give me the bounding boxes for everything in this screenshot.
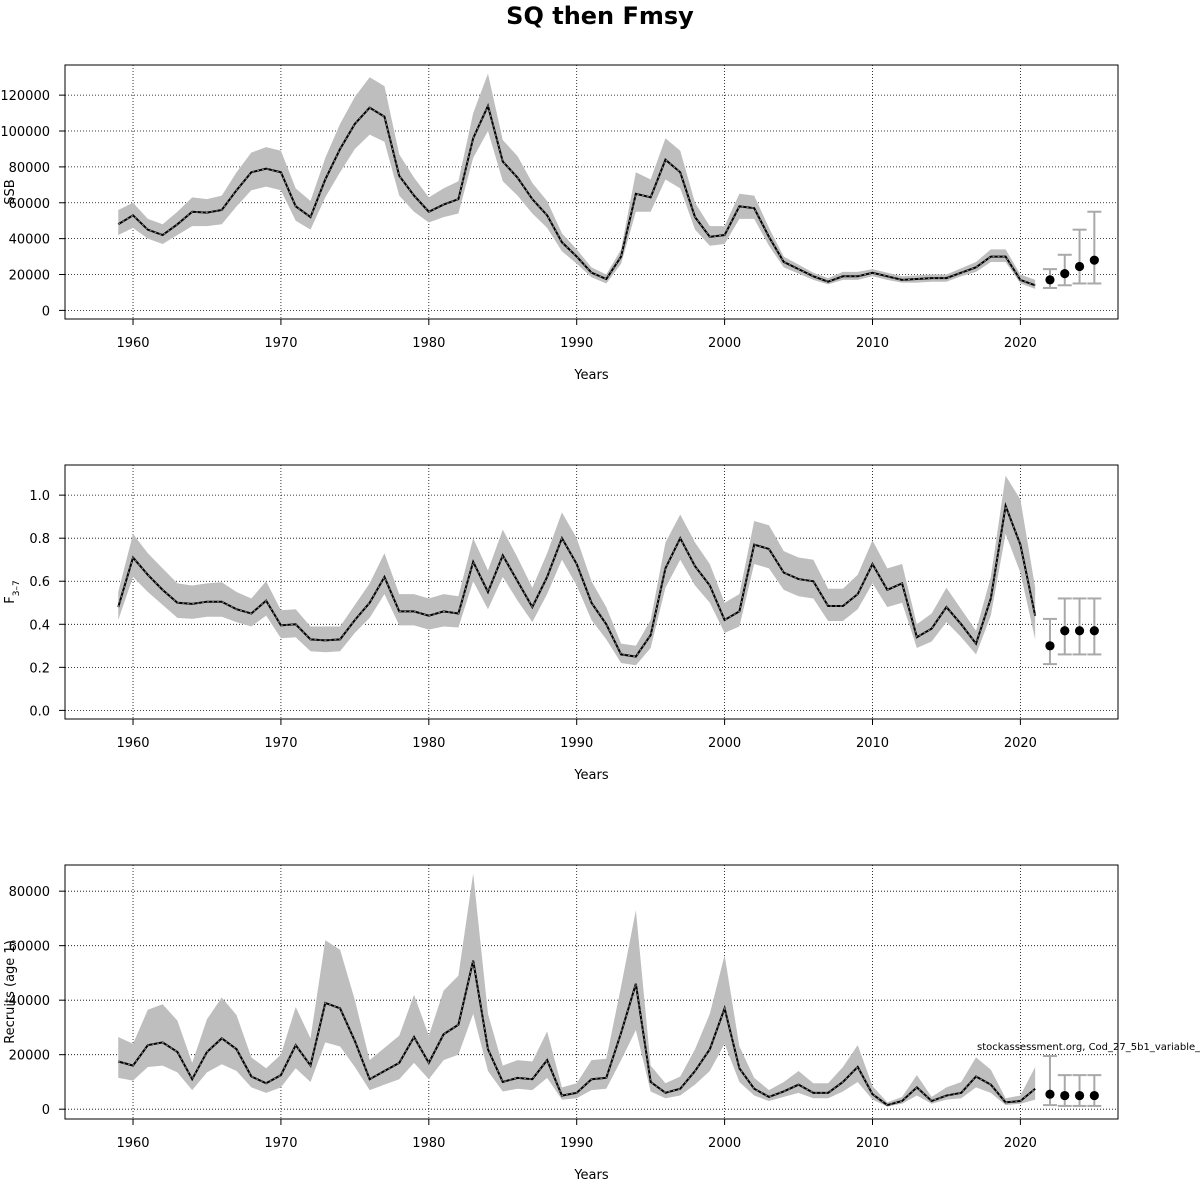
ssb-forecast-point-2022 [1045,275,1055,285]
ssb-plot-frame [64,64,1119,320]
recruits-confidence-band [118,873,1036,1107]
recruits-y-tick-label-2: 40000 [9,994,50,1009]
ssb-x-tick-label-1960: 1960 [116,336,149,351]
f-y-axis-label-subscript: 3–7 [12,580,22,596]
ssb-x-tick-label-2010: 2010 [856,336,889,351]
f-confidence-band [118,475,1036,666]
ssb-panel: 1960 1970 1980 1990 2000 2010 2020 0 20000 40000 6… [0,64,1119,383]
f-y-tick-label-2: 0.4 [29,618,50,633]
f-y-axis-label: F3–7 [3,580,22,603]
ssb-y-tick-label-6: 120000 [0,89,50,104]
f-estimate-line-dots [117,503,1036,658]
ssb-y-axis-label: SSB [3,179,18,204]
ssb-forecast-errorbar-2025 [1087,210,1102,285]
recruits-x-tick-label-2000: 2000 [708,1136,741,1151]
ssb-forecast-point-2024 [1074,261,1085,272]
recruits-y-axis-label: Recruits (age 1) [3,940,18,1044]
ssb-y-tick-label-2: 40000 [9,233,50,248]
ssb-x-tick-label-2000: 2000 [708,336,741,351]
recruits-x-tick-label-1970: 1970 [264,1136,297,1151]
ssb-y-tick-label-5: 100000 [0,125,50,140]
f-y-tick-label-3: 0.6 [29,575,50,590]
recruits-forecast-errorbar-2023 [1057,1074,1072,1107]
recruits-x-tick-label-1990: 1990 [560,1136,593,1151]
ssb-y-tick-label-3: 60000 [9,197,50,212]
f-y-tick-label-0: 0.0 [29,704,50,719]
ssb-x-tick-label-1990: 1990 [560,336,593,351]
recruits-plot-frame [64,864,1119,1120]
recruits-forecast-point-2022 [1045,1089,1055,1099]
ssb-forecast-errorbar-2024 [1072,228,1087,285]
f-x-tick-label-1970: 1970 [264,736,297,751]
f-x-tick-label-1980: 1980 [412,736,445,751]
f-y-tick-label-1: 0.2 [29,661,50,676]
ssb-x-tick-label-1970: 1970 [264,336,297,351]
f-x-tick-label-2000: 2000 [708,736,741,751]
ssb-forecast-point-2025 [1089,255,1099,265]
f-x-tick-label-2010: 2010 [856,736,889,751]
recruits-y-tick-label-1: 20000 [9,1049,50,1064]
f-x-tick-label-1990: 1990 [560,736,593,751]
recruits-forecast-errorbar-2025 [1087,1074,1102,1107]
watermark-text: stockassessment.org, Cod_27_5b1_variable… [977,1042,1200,1053]
fishing-mortality-panel: 1960 1970 1980 1990 2000 2010 2020 0.0 0.2 0.4 0.6… [3,464,1119,783]
ssb-x-tick-label-1980: 1980 [412,336,445,351]
recruits-x-axis-label: Years [573,1168,609,1183]
f-forecast-point-2023 [1060,626,1070,636]
recruits-forecast-point-2023 [1060,1090,1070,1101]
ssb-y-tick-label-0: 0 [42,304,50,319]
f-y-tick-label-5: 1.0 [29,489,50,504]
ssb-forecast-point-2023 [1060,269,1070,279]
ssb-y-tick-label-1: 20000 [9,269,50,284]
recruits-forecast-errorbar-2024 [1072,1074,1087,1107]
recruits-x-tick-label-2020: 2020 [1004,1136,1037,1151]
ssb-x-tick-label-2020: 2020 [1004,336,1037,351]
recruits-x-tick-label-2010: 2010 [856,1136,889,1151]
f-forecast-point-2024 [1074,626,1085,636]
recruits-x-tick-label-1980: 1980 [412,1136,445,1151]
ssb-y-tick-label-4: 80000 [9,161,50,176]
recruits-forecast-point-2025 [1089,1090,1099,1101]
ssb-estimate-line [117,102,1036,287]
recruits-estimate-line-dots [118,960,1036,1106]
chart-title: SQ then Fmsy [506,2,694,30]
f-y-tick-label-4: 0.8 [29,532,50,547]
f-forecast-point-2022 [1045,641,1055,651]
recruits-y-tick-label-0: 0 [42,1103,50,1118]
recruits-y-tick-label-4: 80000 [9,885,50,900]
f-x-axis-label: Years [573,768,609,783]
f-forecast-point-2025 [1089,626,1099,636]
f-x-tick-label-1960: 1960 [116,736,149,751]
recruits-forecast-point-2024 [1074,1090,1085,1101]
ssb-x-axis-label: Years [573,368,609,383]
recruits-y-tick-label-3: 60000 [9,940,50,955]
f-x-tick-label-2020: 2020 [1004,736,1037,751]
f-plot-frame [64,464,1119,720]
ssb-confidence-band [118,73,1036,289]
recruits-panel: 1960 1970 1980 1990 2000 2010 2020 0 20000 40000 6… [3,864,1119,1183]
recruits-x-tick-label-1960: 1960 [116,1136,149,1151]
